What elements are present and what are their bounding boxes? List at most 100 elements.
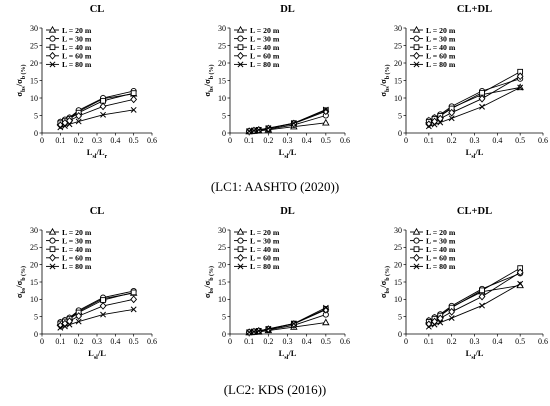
legend-marker (413, 44, 420, 51)
x-tick-label: 0.3 (470, 136, 480, 145)
x-tick-label: 0.1 (424, 136, 434, 145)
y-tick-label: 0 (398, 129, 402, 138)
data-point (290, 320, 297, 327)
legend-marker (49, 44, 56, 51)
y-tick-label: 15 (394, 278, 402, 287)
data-point (322, 304, 329, 311)
legend-marker (48, 227, 57, 235)
legend-entry: L = 60 m (250, 52, 280, 61)
data-point (425, 323, 432, 330)
legend-entry: L = 80 m (62, 262, 92, 271)
legend-entry: L = 60 m (62, 254, 92, 263)
y-axis-label: σbs/σb (%) (378, 266, 391, 298)
data-point (265, 125, 272, 132)
data-point (255, 126, 262, 133)
data-point (100, 111, 107, 118)
data-point (57, 124, 64, 131)
y-tick-label: 10 (394, 94, 402, 103)
data-point (130, 95, 138, 104)
y-tick-label: 30 (30, 226, 38, 235)
legend-entry: L = 60 m (250, 254, 280, 263)
legend-entry: L = 30 m (426, 236, 456, 245)
y-tick-label: 20 (218, 260, 226, 269)
legend: L = 20 mL = 30 mL = 40 mL = 60 mL = 80 m (46, 26, 92, 69)
data-point (479, 103, 485, 110)
y-tick-label: 30 (30, 24, 38, 33)
series-l-80-m (246, 106, 329, 135)
y-tick-label: 30 (218, 24, 226, 33)
x-tick-label: 0.3 (283, 337, 293, 346)
y-tick-label: 20 (30, 260, 38, 269)
y-tick-label: 0 (34, 330, 38, 339)
legend-entry: L = 20 m (250, 26, 280, 35)
legend-marker (413, 61, 420, 68)
chart-panel-5: DL 0 5 10 15 20 25 30 0 0.1 0.2 0.3 0.4 0.5 0.6 Lsl/L σb… (202, 206, 350, 361)
x-tick-label: 0.2 (263, 136, 273, 145)
chart-title: CL (90, 206, 105, 217)
x-tick-label: 0.4 (492, 337, 502, 346)
y-tick-label: 5 (398, 111, 402, 120)
series-l-80-m (425, 84, 524, 130)
legend-entry: L = 60 m (426, 254, 456, 263)
series-l-80-m (246, 304, 329, 336)
legend-entry: L = 40 m (426, 43, 456, 52)
data-point (322, 318, 330, 326)
data-point (448, 115, 455, 122)
y-axis-label: σbs/σb (%) (202, 266, 215, 298)
legend-marker (237, 246, 244, 253)
x-tick-label: 0.5 (515, 136, 525, 145)
chart-title: CL+DL (457, 206, 492, 217)
legend-entry: L = 40 m (250, 43, 280, 52)
x-axis-label: Lsl/L (466, 147, 484, 160)
legend-entry: L = 80 m (250, 262, 280, 271)
x-tick-label: 0.1 (55, 337, 65, 346)
data-point (251, 127, 257, 134)
legend-entry: L = 40 m (62, 245, 92, 254)
data-point (246, 128, 253, 135)
x-tick-label: 0.6 (340, 337, 350, 346)
y-tick-label: 25 (30, 243, 38, 252)
y-tick-label: 15 (218, 76, 226, 85)
x-tick-label: 0.2 (263, 337, 273, 346)
data-point (75, 118, 82, 125)
chart-title: DL (280, 206, 295, 217)
legend-marker (49, 263, 56, 270)
data-point (75, 312, 83, 320)
data-point (290, 120, 297, 127)
series-l-80-m (57, 106, 137, 131)
legend-marker (49, 253, 56, 262)
x-tick-label: 0.4 (302, 136, 312, 145)
data-point (479, 302, 485, 309)
legend: L = 20 mL = 30 mL = 40 mL = 60 mL = 80 m (410, 26, 456, 69)
data-point (130, 306, 137, 313)
y-axis-label: σbs/σb (%) (14, 64, 27, 96)
y-tick-label: 30 (394, 24, 402, 33)
data-point (322, 106, 329, 113)
x-tick-label: 0.3 (283, 136, 293, 145)
legend-marker (237, 237, 244, 244)
data-point (99, 302, 107, 310)
x-tick-label: 0 (404, 136, 408, 145)
x-tick-label: 0.5 (129, 337, 139, 346)
x-tick-label: 0.4 (110, 136, 120, 145)
legend-marker (237, 51, 244, 60)
data-point (437, 319, 444, 326)
chart-panel-2: DL 0 5 10 15 20 25 30 0 0.1 0.2 0.3 0.4 0.5 0.6 Lsl/L σb… (202, 4, 350, 160)
legend-marker (237, 44, 244, 51)
x-tick-label: 0.5 (321, 337, 331, 346)
data-point (100, 97, 106, 104)
data-point (251, 328, 257, 335)
x-tick-label: 0.1 (424, 337, 434, 346)
x-axis-label: Lsl/L (279, 348, 297, 361)
data-point (478, 292, 486, 301)
y-tick-label: 15 (394, 76, 402, 85)
x-axis-label: Lsl/L (88, 348, 106, 361)
legend-entry: L = 40 m (62, 43, 92, 52)
legend-entry: L = 20 m (62, 228, 92, 237)
legend-entry: L = 30 m (250, 34, 280, 43)
legend-marker (413, 263, 420, 270)
x-tick-label: 0.6 (147, 136, 157, 145)
legend-entry: L = 30 m (250, 236, 280, 245)
data-point (75, 318, 82, 325)
